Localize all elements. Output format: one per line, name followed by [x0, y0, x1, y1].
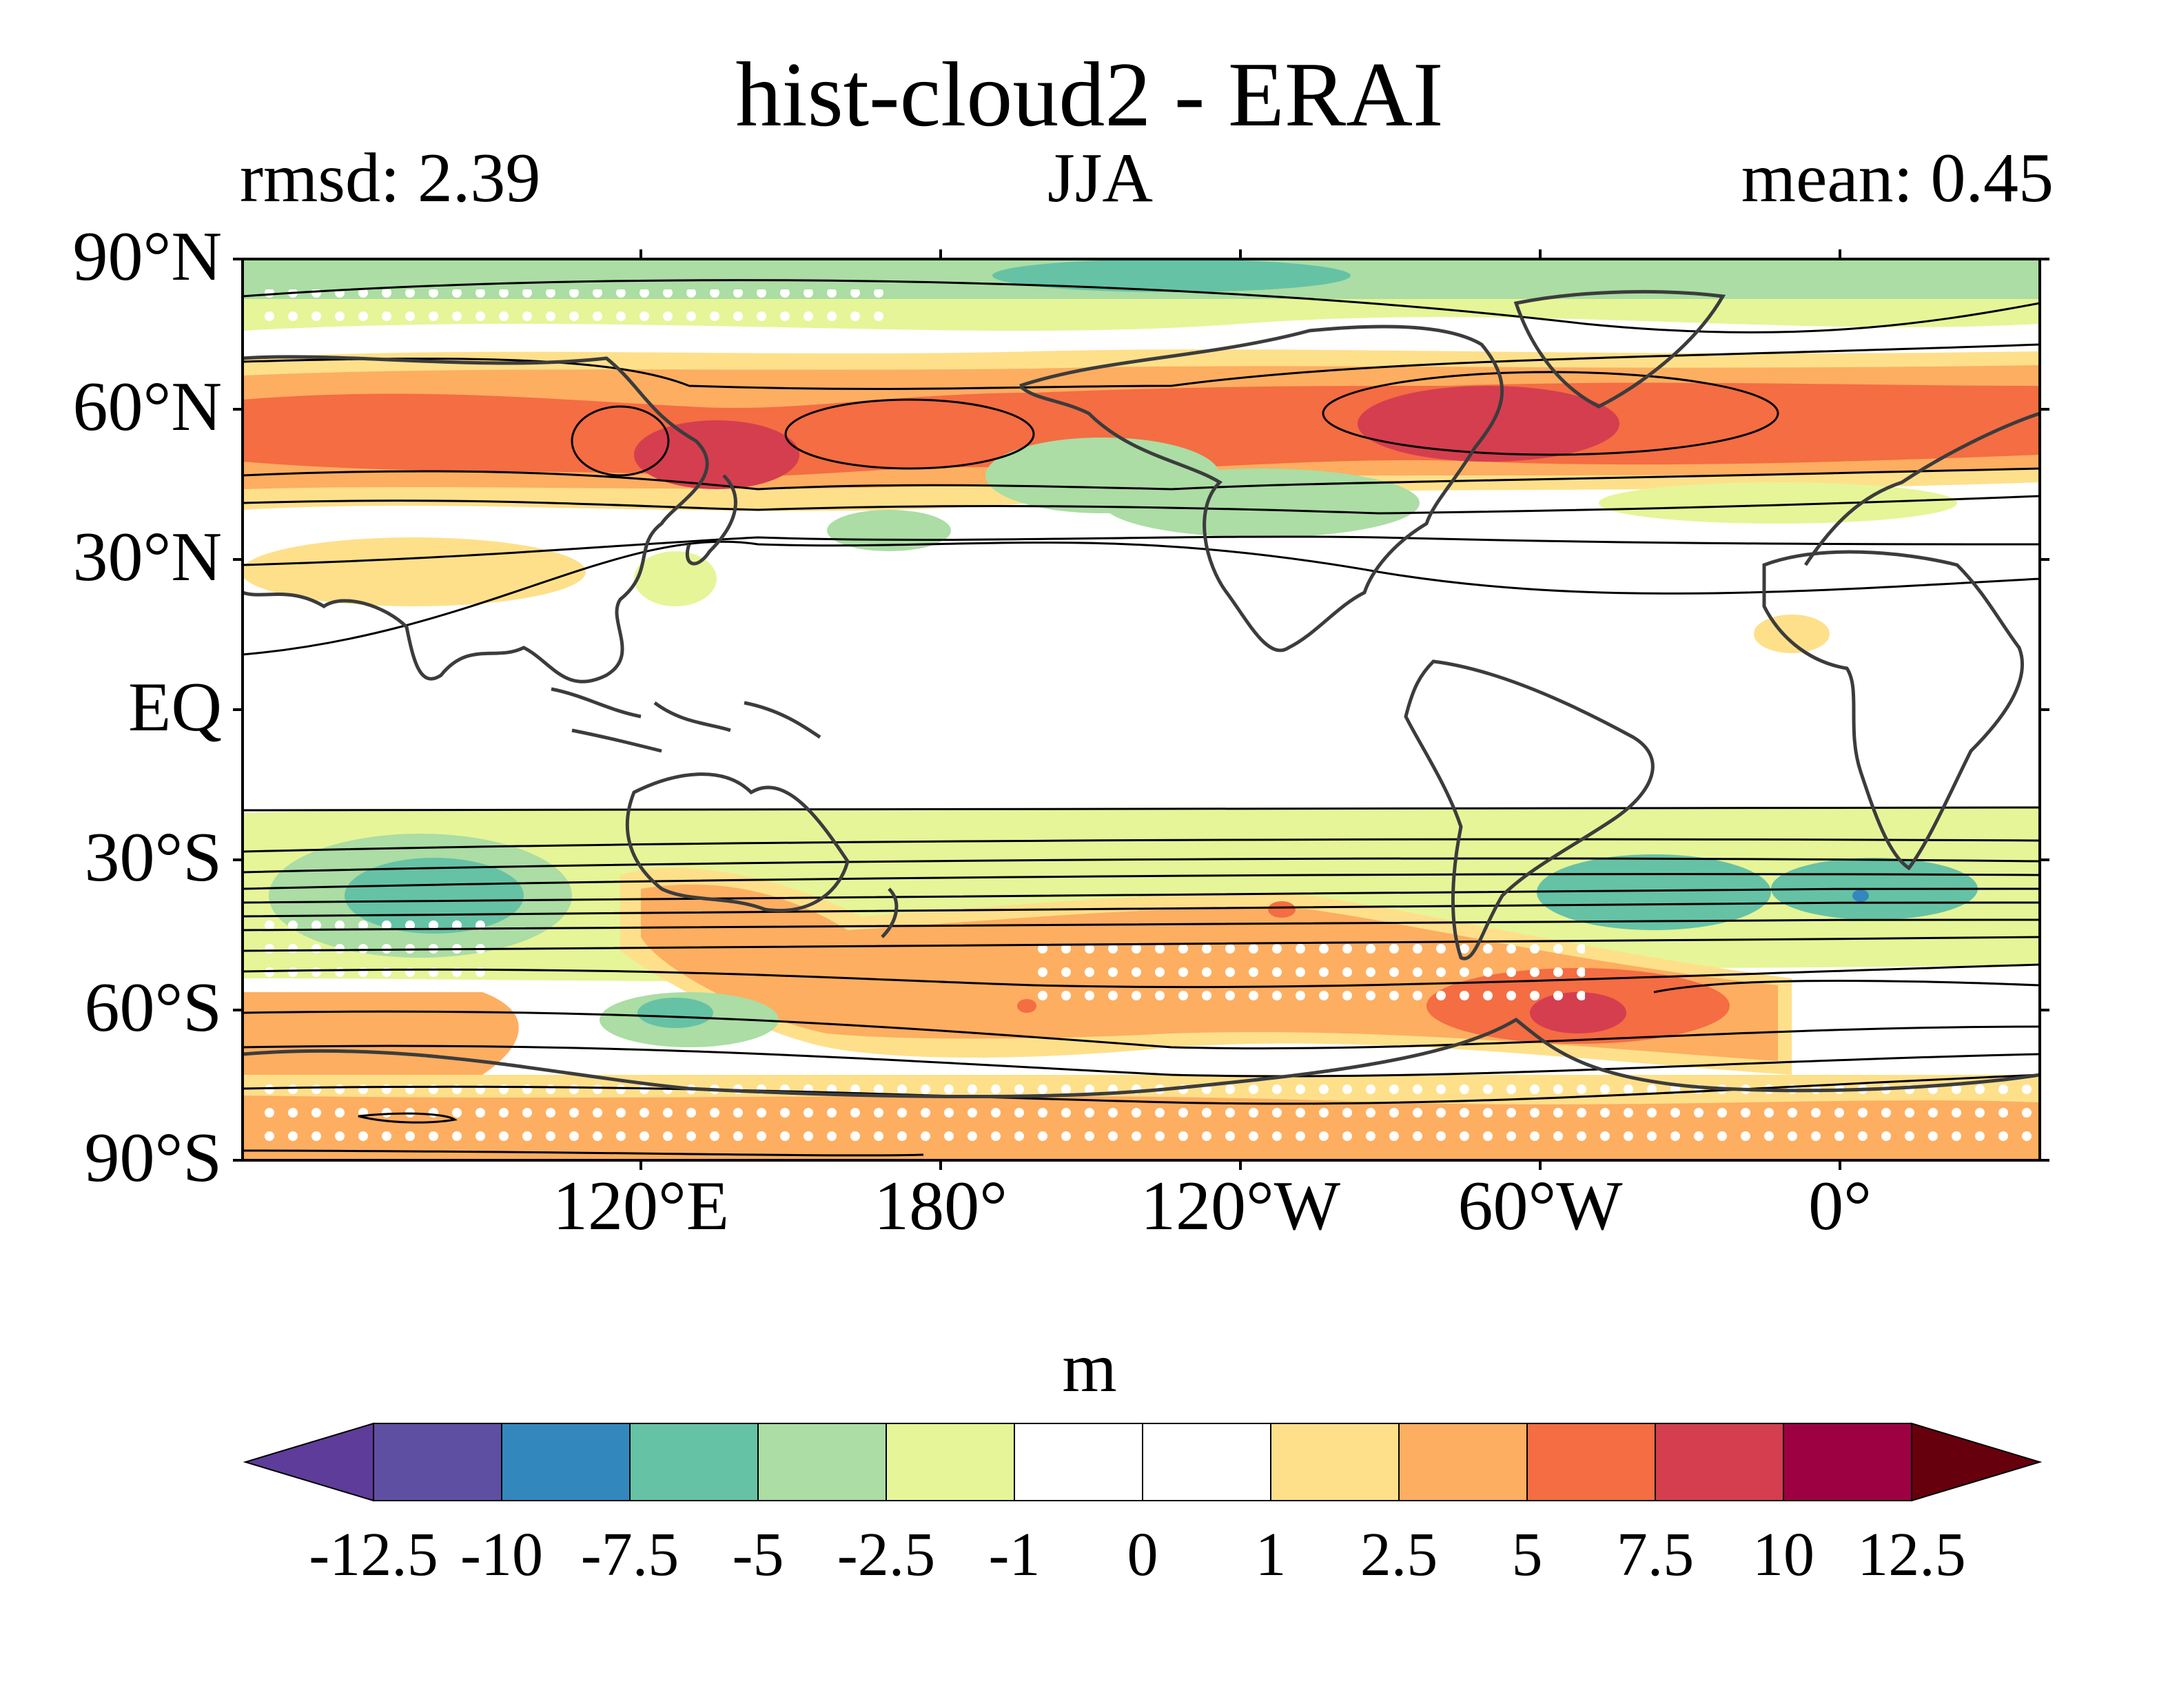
colorbar-swatch — [886, 1423, 1015, 1501]
colorbar-tick-label: 5 — [1511, 1521, 1543, 1589]
colorbar-tick-label: -7.5 — [580, 1521, 679, 1589]
lat-label: 90°S — [84, 1119, 222, 1197]
lat-label: 90°N — [72, 218, 222, 296]
colorbar-swatch — [501, 1423, 631, 1501]
colorbar-tick-label: -12.5 — [309, 1521, 438, 1589]
figure-title: hist-cloud2 - ERAI — [735, 43, 1444, 145]
colorbar-swatch — [757, 1423, 887, 1501]
colorbar-tick-label: 12.5 — [1857, 1521, 1966, 1589]
colorbar-swatch — [1270, 1423, 1400, 1501]
colorbar-swatch — [1014, 1423, 1143, 1501]
lat-label: 60°N — [72, 368, 222, 446]
colorbar-swatch — [1526, 1423, 1656, 1501]
colorbar-swatch — [373, 1423, 502, 1501]
season-annotation: JJA — [1047, 139, 1154, 217]
colorbar-swatch — [1142, 1423, 1271, 1501]
colorbar-tick-label: 1 — [1255, 1521, 1287, 1589]
lon-label: 0° — [1808, 1167, 1872, 1245]
colorbar-swatch — [1783, 1423, 1912, 1501]
colorbar-extend-high — [1911, 1422, 2043, 1502]
coastlines — [243, 289, 2040, 1099]
lon-label: 120°E — [552, 1167, 730, 1245]
lon-label: 120°W — [1140, 1167, 1341, 1245]
lon-label: 180° — [874, 1167, 1007, 1245]
colorbar-tick-label: -5 — [732, 1521, 784, 1589]
colorbar-swatch — [1398, 1423, 1528, 1501]
colorbar-swatch — [629, 1423, 759, 1501]
colorbar-tick-label: -10 — [460, 1521, 543, 1589]
colorbar-extend-low — [243, 1422, 374, 1502]
lon-label: 60°W — [1457, 1167, 1623, 1245]
lat-label: EQ — [128, 668, 222, 746]
colorbar-tick-label: -2.5 — [837, 1521, 936, 1589]
colorbar-unit: m — [1062, 1329, 1117, 1407]
lat-label: 30°S — [84, 819, 222, 896]
colorbar-tick-label: 10 — [1752, 1521, 1814, 1589]
axis-ticks — [233, 249, 2049, 1170]
rmsd-annotation: rmsd: 2.39 — [240, 139, 541, 217]
colorbar-tick-label: 0 — [1127, 1521, 1158, 1589]
lat-label: 30°N — [72, 518, 222, 596]
lat-label: 60°S — [84, 969, 222, 1047]
colorbar-tick-label: 7.5 — [1616, 1521, 1695, 1589]
colorbar-tick-label: 2.5 — [1360, 1521, 1438, 1589]
anomaly-field — [243, 259, 2040, 1160]
mean-annotation: mean: 0.45 — [1741, 139, 2054, 217]
colorbar-swatch — [1655, 1423, 1784, 1501]
colorbar-tick-label: -1 — [988, 1521, 1041, 1589]
latitude-labels: 90°N 60°N 30°N EQ 30°S 60°S 90°S — [0, 0, 222, 1708]
colorbar — [243, 1422, 2043, 1502]
